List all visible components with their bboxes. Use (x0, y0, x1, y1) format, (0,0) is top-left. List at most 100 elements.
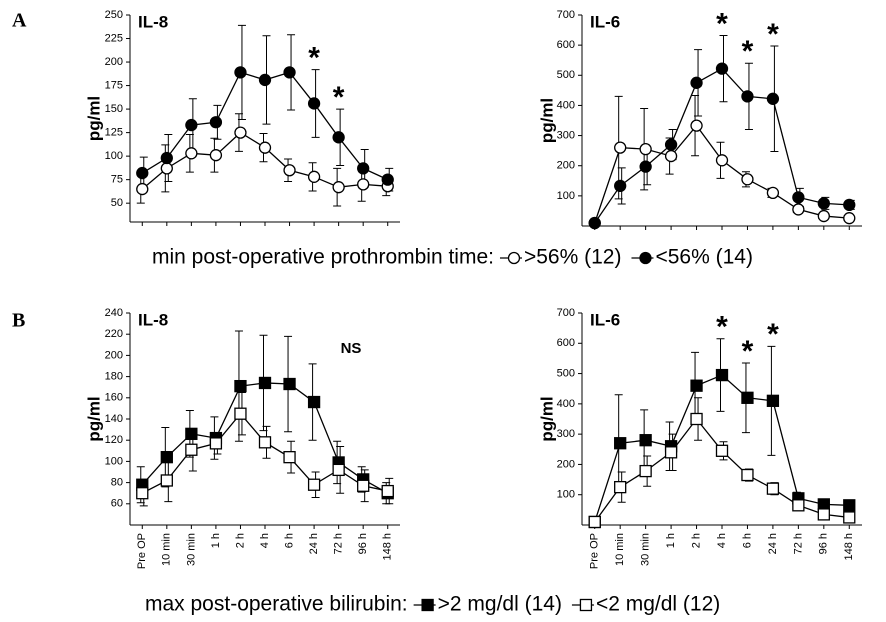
y-tick-label: 300 (557, 129, 575, 141)
data-point (160, 474, 173, 487)
legend-label: <2 mg/dl (12) (596, 593, 720, 616)
data-point (690, 412, 703, 426)
y-tick-label: 200 (105, 349, 123, 361)
data-point (185, 118, 198, 132)
x-tick-label: 72 h (792, 533, 804, 554)
data-point (283, 377, 296, 391)
annotation: NS (341, 340, 362, 357)
y-tick-label: 400 (557, 99, 575, 111)
data-point (639, 160, 652, 173)
y-tick-label: 600 (557, 337, 575, 349)
y-tick-label: 220 (105, 328, 123, 340)
data-point (283, 66, 296, 79)
y-tick-label: 80 (111, 477, 123, 489)
y-tick-label: 225 (105, 32, 123, 44)
x-tick-label: 10 min (161, 533, 173, 566)
data-point (185, 443, 198, 456)
y-axis-label: pg/ml (84, 396, 103, 441)
y-tick-label: 180 (105, 371, 123, 383)
data-point (792, 203, 805, 216)
significance-mark: * (716, 311, 728, 344)
data-point (766, 394, 780, 407)
data-point (234, 66, 247, 79)
legend-marker (507, 251, 521, 265)
data-point (234, 126, 247, 139)
data-point (690, 76, 703, 89)
data-point (160, 151, 173, 165)
significance-mark: * (742, 35, 754, 68)
data-point (160, 451, 173, 464)
data-point (588, 216, 601, 230)
y-tick-label: 200 (105, 56, 123, 68)
data-point (715, 62, 729, 75)
data-point (817, 508, 830, 521)
x-tick-label: 24 h (308, 533, 320, 554)
y-tick-label: 140 (105, 413, 123, 425)
data-point (357, 178, 370, 191)
data-point (136, 166, 149, 180)
y-tick-label: 250 (105, 9, 123, 21)
data-point (307, 170, 321, 183)
data-point (614, 480, 627, 494)
data-point (639, 142, 652, 156)
y-axis-label: pg/ml (537, 396, 556, 441)
data-point (283, 451, 296, 464)
data-point (614, 141, 627, 154)
significance-mark: * (767, 18, 779, 51)
legend-title: min post-operative prothrombin time: (152, 246, 494, 269)
data-point (160, 162, 173, 175)
y-tick-label: 400 (557, 398, 575, 410)
x-tick-label: 148 h (382, 533, 394, 561)
y-axis-label: pg/ml (537, 98, 556, 143)
data-point (741, 90, 754, 103)
legend-label: >56% (12) (524, 246, 621, 269)
data-point (332, 463, 345, 477)
chart-title: IL-8 (138, 310, 168, 329)
y-tick-label: 100 (557, 190, 575, 202)
data-point (614, 437, 627, 450)
y-tick-label: 160 (105, 392, 123, 404)
panel-label: B (12, 310, 25, 332)
data-point (136, 487, 149, 500)
data-point (817, 197, 830, 210)
series-line (141, 412, 388, 494)
data-point (209, 149, 223, 162)
significance-mark: * (333, 81, 345, 114)
chart-title: IL-6 (590, 12, 620, 31)
data-point (381, 173, 394, 186)
data-point (843, 511, 856, 524)
y-tick-label: 200 (557, 160, 575, 172)
series-line (594, 417, 850, 523)
data-point (715, 154, 729, 167)
data-point (690, 379, 703, 392)
x-tick-label: 6 h (741, 533, 753, 548)
significance-mark: * (308, 41, 320, 74)
y-axis-label: pg/ml (84, 96, 103, 141)
data-point (258, 141, 272, 154)
x-tick-label: 10 min (614, 533, 626, 566)
data-point (715, 368, 729, 382)
x-tick-label: 1 h (665, 533, 677, 548)
data-point (741, 391, 754, 404)
series-line (141, 71, 388, 181)
data-point (741, 173, 754, 186)
legend-label: >2 mg/dl (14) (438, 593, 562, 616)
data-point (766, 482, 780, 495)
chart-title: IL-6 (590, 310, 620, 329)
y-tick-label: 120 (105, 434, 123, 446)
y-tick-label: 50 (111, 197, 123, 209)
data-point (136, 182, 149, 196)
y-tick-label: 500 (557, 69, 575, 81)
y-tick-label: 700 (557, 9, 575, 21)
data-point (843, 198, 856, 212)
y-tick-label: 75 (111, 174, 123, 186)
legend-marker (639, 251, 652, 265)
data-point (664, 149, 678, 163)
y-tick-label: 125 (105, 127, 123, 139)
data-point (639, 434, 652, 447)
data-point (185, 147, 198, 160)
panel-label: A (12, 10, 27, 32)
y-tick-label: 100 (105, 455, 123, 467)
data-point (664, 138, 678, 151)
